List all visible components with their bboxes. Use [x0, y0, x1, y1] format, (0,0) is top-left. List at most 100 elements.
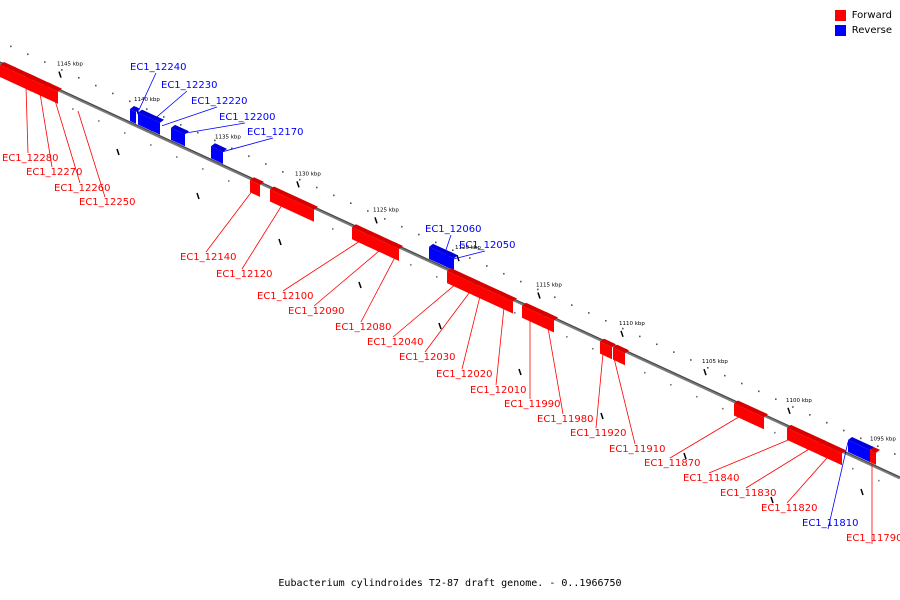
- lower-tick: [600, 412, 604, 420]
- scale-dot: [520, 280, 522, 283]
- gene-label: EC1_12080: [335, 322, 391, 333]
- gene-leader-line: [461, 296, 481, 370]
- lower-dot: [670, 383, 672, 386]
- gene-leader-line: [708, 438, 791, 474]
- lower-dot: [124, 132, 126, 134]
- scale-dot: [486, 265, 488, 267]
- gene-reverse-box: [138, 112, 152, 132]
- lower-tick: [438, 322, 442, 330]
- scale-dot: [146, 108, 148, 110]
- gene-box-top: [26, 73, 52, 88]
- tick-mark: [620, 330, 624, 338]
- gene-leader-line: [360, 256, 396, 323]
- gene-leader-line: [443, 234, 452, 256]
- gene-box-top: [522, 302, 548, 316]
- gene-box-top: [211, 143, 227, 152]
- scale-dot: [860, 437, 862, 440]
- scale-dot: [418, 233, 420, 236]
- gene-box-top: [806, 433, 826, 445]
- gene-box-top: [820, 440, 846, 454]
- lower-dot: [696, 395, 698, 398]
- tick-label: 1110 kbp: [619, 321, 645, 327]
- gene-label: EC1_11830: [720, 488, 776, 499]
- tick-label: 1095 kbp: [870, 437, 896, 443]
- scale-dot: [690, 359, 692, 361]
- gene-label: EC1_12010: [470, 385, 526, 396]
- lower-dot: [878, 479, 880, 482]
- scale-dot: [809, 414, 811, 416]
- gene-forward-box: [542, 314, 554, 333]
- tick-mark: [787, 407, 791, 415]
- gene-box-top: [391, 242, 403, 249]
- scale-dot: [299, 178, 301, 181]
- gene-forward-box: [522, 305, 544, 328]
- scale-dot: [384, 218, 386, 220]
- gene-box-top: [367, 231, 397, 247]
- legend-forward-label: Forward: [851, 10, 892, 21]
- scale-dot: [775, 398, 777, 400]
- gene-label: EC1_12120: [216, 269, 272, 280]
- gene-leader-line: [495, 307, 505, 386]
- gene-label: EC1_11980: [537, 414, 593, 425]
- scale-dot: [265, 163, 267, 165]
- lower-dot: [202, 168, 204, 170]
- lower-dot: [566, 335, 568, 338]
- gene-forward-box: [787, 427, 807, 450]
- legend: Forward Reverse: [834, 8, 892, 38]
- gene-label: EC1_12220: [191, 96, 247, 107]
- gene-box-top: [250, 177, 264, 185]
- scale-dot: [214, 139, 216, 142]
- tick-label: 1105 kbp: [702, 359, 728, 365]
- gene-leader-line: [136, 72, 157, 115]
- lower-dot: [722, 407, 724, 410]
- scale-dot: [333, 194, 335, 197]
- gene-label: EC1_12230: [161, 80, 217, 91]
- gene-reverse-box: [848, 440, 870, 463]
- scale-dot: [622, 327, 624, 330]
- gene-forward-box: [44, 85, 58, 104]
- gene-forward-box: [734, 403, 764, 430]
- gene-label: EC1_12240: [130, 62, 186, 73]
- gene-forward-box: [806, 436, 822, 457]
- gene-leader-line: [54, 100, 81, 184]
- gene-box-top: [734, 400, 768, 418]
- gene-leader-line: [392, 284, 456, 338]
- lower-dot: [514, 312, 516, 314]
- gene-forward-box: [474, 283, 498, 307]
- scale-dot: [78, 76, 80, 79]
- gene-forward-box: [466, 279, 476, 297]
- gene-leader-line: [25, 86, 29, 154]
- gene-forward-box: [367, 234, 393, 259]
- tick-label: 1100 kbp: [786, 398, 812, 404]
- scale-dot: [877, 445, 879, 447]
- scale-dot: [826, 421, 828, 424]
- gene-leader-line: [745, 448, 811, 489]
- gene-label: EC1_12020: [436, 369, 492, 380]
- scale-dot: [27, 53, 29, 56]
- lower-dot: [644, 371, 646, 374]
- tick-mark: [537, 292, 541, 299]
- lower-dot: [150, 144, 152, 146]
- gene-label: EC1_12170: [247, 127, 303, 138]
- lower-tick: [770, 496, 774, 504]
- scale-dot: [741, 382, 743, 385]
- gene-box-top: [848, 437, 874, 451]
- scale-dot: [316, 186, 318, 189]
- gene-box-top: [446, 251, 458, 259]
- gene-leader-line: [451, 250, 486, 260]
- gene-box-top: [613, 344, 629, 354]
- gene-box-top: [138, 109, 156, 120]
- gene-forward-box: [250, 180, 260, 197]
- gene-leader-line: [161, 106, 218, 127]
- gene-label: EC1_11870: [644, 458, 700, 469]
- scale-dot: [401, 225, 403, 228]
- gene-label: EC1_11990: [504, 399, 560, 410]
- gene-label: EC1_12260: [54, 183, 110, 194]
- gene-leader-line: [424, 291, 471, 353]
- gene-box-top: [171, 124, 189, 135]
- scale-dot: [95, 84, 97, 87]
- gene-label: EC1_12060: [425, 224, 481, 235]
- gene-forward-box: [497, 294, 513, 314]
- gene-forward-box: [447, 271, 467, 293]
